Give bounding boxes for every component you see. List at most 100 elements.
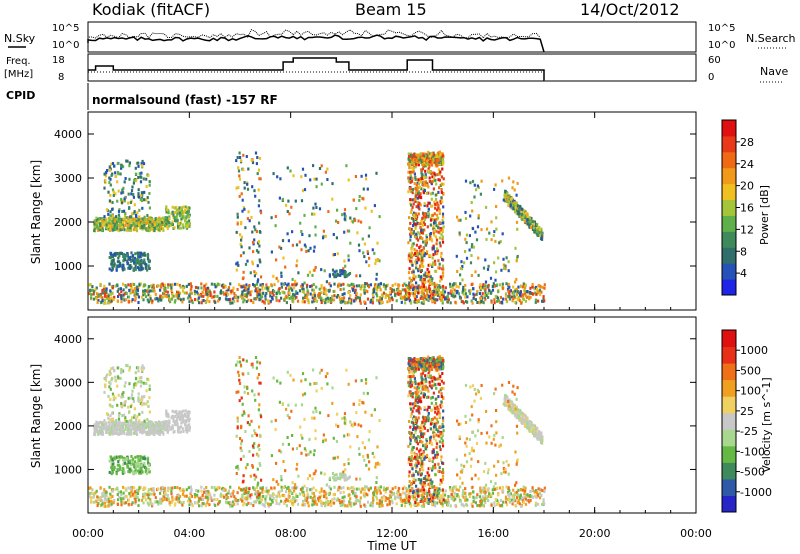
scatter-cell — [367, 285, 371, 289]
scatter-cell — [140, 222, 143, 226]
scatter-cell — [304, 245, 307, 249]
scatter-cell — [164, 288, 167, 292]
scatter-cell — [108, 199, 111, 203]
scatter-cell — [130, 189, 134, 193]
scatter-cell — [364, 173, 368, 177]
scatter-cell — [130, 287, 133, 291]
scatter-cell — [132, 193, 135, 196]
scatter-cell — [95, 420, 98, 424]
scatter-cell — [517, 285, 520, 289]
scatter-cell — [203, 487, 206, 491]
scatter-cell — [519, 214, 522, 217]
scatter-cell — [242, 168, 245, 172]
scatter-cell — [363, 288, 366, 292]
scatter-cell — [135, 417, 138, 421]
scatter-cell — [454, 485, 457, 489]
scatter-cell — [315, 185, 318, 189]
scatter-cell — [101, 217, 104, 221]
scatter-cell — [124, 284, 127, 287]
scatter-cell — [412, 231, 415, 235]
scatter-cell — [339, 288, 342, 291]
scatter-cell — [224, 292, 227, 296]
scatter-cell — [361, 237, 364, 241]
scatter-cell — [162, 425, 165, 429]
scatter-cell — [482, 300, 485, 304]
scatter-cell — [105, 375, 108, 379]
scatter-cell — [290, 205, 293, 209]
scatter-cell — [180, 217, 183, 221]
scatter-cell — [237, 169, 241, 173]
scatter-cell — [133, 203, 136, 207]
scatter-cell — [103, 301, 106, 305]
scatter-cell — [177, 426, 180, 430]
scatter-cell — [115, 223, 119, 227]
scatter-cell — [415, 498, 418, 502]
scatter-cell — [176, 290, 179, 294]
scatter-cell — [461, 290, 464, 294]
scatter-cell — [535, 232, 538, 236]
scatter-cell — [119, 455, 123, 459]
nsearch-trace — [87, 29, 541, 39]
scatter-cell — [343, 273, 346, 277]
scatter-cell — [508, 200, 511, 204]
scatter-cell — [275, 295, 278, 299]
scatter-cell — [327, 210, 330, 214]
scatter-cell — [410, 253, 413, 257]
scatter-cell — [111, 405, 114, 409]
scatter-cell — [121, 392, 124, 396]
scatter-cell — [507, 203, 510, 207]
scatter-cell — [339, 273, 342, 277]
scatter-cell — [504, 267, 507, 271]
scatter-cell — [335, 236, 338, 240]
scatter-cell — [458, 233, 461, 237]
scatter-cell — [534, 501, 537, 505]
scatter-cell — [176, 493, 179, 497]
scatter-cell — [216, 294, 219, 298]
scatter-cell — [108, 369, 111, 373]
scatter-cell — [404, 289, 407, 293]
scatter-cell — [442, 288, 445, 292]
scatter-cell — [245, 293, 248, 297]
scatter-cell — [111, 254, 114, 258]
scatter-cell — [114, 171, 117, 175]
scatter-cell — [129, 201, 132, 204]
scatter-cell — [529, 219, 532, 223]
scatter-cell — [441, 240, 445, 244]
scatter-cell — [257, 250, 260, 254]
scatter-cell — [315, 299, 319, 303]
scatter-cell — [250, 290, 253, 293]
scatter-cell — [408, 294, 411, 298]
scatter-cell — [431, 152, 434, 156]
scatter-cell — [502, 297, 505, 301]
scatter-cell — [438, 150, 441, 154]
scatter-cell — [97, 217, 100, 221]
scatter-cell — [438, 293, 441, 297]
scatter-cell — [443, 290, 447, 294]
scatter-cell — [114, 175, 118, 178]
scatter-cell — [305, 285, 309, 289]
scatter-cell — [490, 238, 493, 242]
scatter-cell — [174, 502, 177, 506]
scatter-cell — [143, 427, 146, 431]
scatter-cell — [414, 227, 417, 230]
scatter-cell — [489, 276, 493, 280]
scatter-cell — [420, 290, 423, 294]
scatter-cell — [235, 186, 238, 190]
scatter-cell — [404, 504, 407, 508]
scatter-cell — [442, 491, 445, 495]
scatter-cell — [142, 289, 145, 293]
scatter-cell — [434, 269, 437, 273]
scatter-cell — [471, 301, 474, 305]
scatter-cell — [358, 198, 361, 202]
scatter-cell — [138, 427, 141, 431]
scatter-cell — [147, 426, 150, 430]
scatter-cell — [162, 228, 165, 232]
scatter-cell — [352, 198, 355, 202]
scatter-cell — [147, 260, 151, 264]
scatter-cell — [130, 502, 133, 506]
scatter-cell — [407, 170, 410, 174]
scatter-cell — [247, 298, 250, 302]
scatter-cell — [419, 180, 422, 184]
scatter-cell — [411, 176, 414, 180]
scatter-cell — [363, 242, 366, 246]
